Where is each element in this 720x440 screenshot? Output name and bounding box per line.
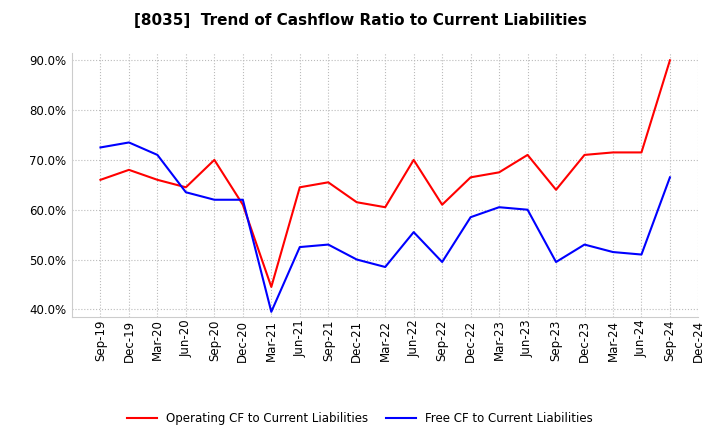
Free CF to Current Liabilities: [580, 242, 589, 247]
Operating CF to Current Liabilities: [665, 58, 674, 63]
Free CF to Current Liabilities: [552, 259, 560, 264]
Free CF to Current Liabilities: [410, 230, 418, 235]
Operating CF to Current Liabilities: [438, 202, 446, 207]
Text: [8035]  Trend of Cashflow Ratio to Current Liabilities: [8035] Trend of Cashflow Ratio to Curren…: [134, 13, 586, 28]
Operating CF to Current Liabilities: [153, 177, 162, 183]
Operating CF to Current Liabilities: [410, 157, 418, 162]
Free CF to Current Liabilities: [125, 140, 133, 145]
Operating CF to Current Liabilities: [295, 185, 304, 190]
Operating CF to Current Liabilities: [181, 185, 190, 190]
Line: Operating CF to Current Liabilities: Operating CF to Current Liabilities: [101, 60, 670, 287]
Free CF to Current Liabilities: [210, 197, 219, 202]
Free CF to Current Liabilities: [352, 257, 361, 262]
Operating CF to Current Liabilities: [523, 152, 532, 158]
Free CF to Current Liabilities: [381, 264, 390, 270]
Operating CF to Current Liabilities: [552, 187, 560, 192]
Operating CF to Current Liabilities: [467, 175, 475, 180]
Legend: Operating CF to Current Liabilities, Free CF to Current Liabilities: Operating CF to Current Liabilities, Fre…: [122, 407, 598, 430]
Free CF to Current Liabilities: [523, 207, 532, 213]
Operating CF to Current Liabilities: [381, 205, 390, 210]
Free CF to Current Liabilities: [181, 190, 190, 195]
Operating CF to Current Liabilities: [267, 284, 276, 290]
Operating CF to Current Liabilities: [238, 202, 247, 207]
Free CF to Current Liabilities: [637, 252, 646, 257]
Operating CF to Current Liabilities: [125, 167, 133, 172]
Operating CF to Current Liabilities: [96, 177, 105, 183]
Free CF to Current Liabilities: [467, 215, 475, 220]
Free CF to Current Liabilities: [96, 145, 105, 150]
Free CF to Current Liabilities: [153, 152, 162, 158]
Free CF to Current Liabilities: [495, 205, 503, 210]
Free CF to Current Liabilities: [267, 309, 276, 315]
Free CF to Current Liabilities: [238, 197, 247, 202]
Operating CF to Current Liabilities: [495, 170, 503, 175]
Free CF to Current Liabilities: [324, 242, 333, 247]
Operating CF to Current Liabilities: [210, 157, 219, 162]
Operating CF to Current Liabilities: [637, 150, 646, 155]
Operating CF to Current Liabilities: [324, 180, 333, 185]
Line: Free CF to Current Liabilities: Free CF to Current Liabilities: [101, 143, 670, 312]
Operating CF to Current Liabilities: [580, 152, 589, 158]
Free CF to Current Liabilities: [608, 249, 617, 255]
Free CF to Current Liabilities: [438, 259, 446, 264]
Free CF to Current Liabilities: [665, 175, 674, 180]
Operating CF to Current Liabilities: [352, 200, 361, 205]
Free CF to Current Liabilities: [295, 245, 304, 250]
Operating CF to Current Liabilities: [608, 150, 617, 155]
